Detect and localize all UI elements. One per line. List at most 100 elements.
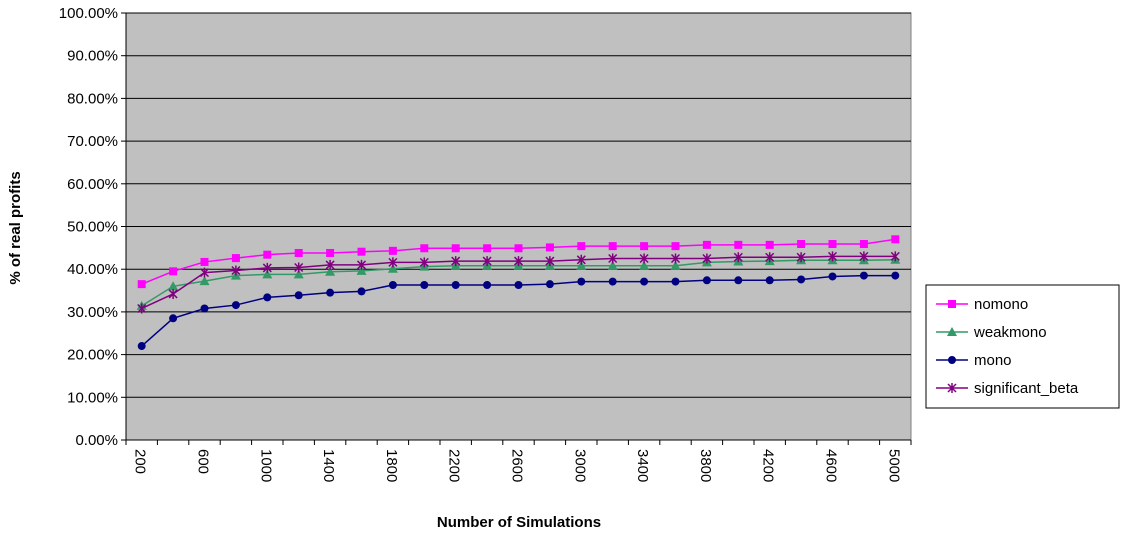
data-point-significant-beta [168,288,178,299]
legend-label-mono: mono [974,352,1012,369]
x-tick-label: 3000 [571,449,588,482]
data-point-nomono [734,240,743,249]
x-tick-label: 2200 [446,449,463,482]
data-point-mono [483,280,492,289]
data-point-nomono [514,244,523,253]
data-point-significant-beta [294,262,304,273]
data-point-mono [388,280,397,289]
data-point-significant-beta [419,257,429,268]
data-point-weakmono [387,263,398,273]
y-tick-label: 10.00% [67,389,118,406]
data-point-mono [702,276,711,285]
data-point-mono [231,301,240,310]
data-point-weakmono [576,260,587,270]
data-point-mono [828,272,837,281]
legend-label-significant-beta: significant_beta [974,380,1079,397]
data-point-nomono [702,240,711,249]
x-tick-label: 1400 [320,449,337,482]
data-point-mono [357,287,366,296]
y-tick-label: 60.00% [67,176,118,193]
data-point-nomono [859,240,868,249]
data-point-significant-beta [702,253,712,264]
data-point-nomono [357,247,366,256]
x-tick-label: 4200 [760,449,777,482]
x-tick-label: 2600 [509,449,526,482]
y-tick-label: 50.00% [67,219,118,236]
legend: nomono weakmono mono significant_beta [925,284,1120,409]
data-point-mono [671,277,680,286]
data-point-significant-beta [639,253,649,264]
x-axis-title: Number of Simulations [437,514,601,531]
x-tick-label: 1000 [257,449,274,482]
y-tick-label: 30.00% [67,304,118,321]
legend-marker-mono [948,356,956,364]
data-point-mono [263,293,272,302]
data-point-nomono [577,242,586,251]
data-point-significant-beta [545,256,555,267]
data-point-mono [891,271,900,280]
data-point-nomono [640,242,649,251]
legend-label-weakmono: weakmono [973,324,1047,341]
data-point-weakmono [262,269,273,279]
data-point-weakmono [607,260,618,270]
data-point-mono [137,342,146,351]
data-point-mono [514,280,523,289]
data-point-nomono [169,267,178,276]
y-tick-label: 40.00% [67,261,118,278]
x-tick-label: 5000 [885,449,902,482]
data-point-mono [765,276,774,285]
data-point-significant-beta [388,257,398,268]
data-point-mono [577,277,586,286]
data-point-mono [200,304,209,313]
data-point-weakmono [639,260,650,270]
data-point-significant-beta [670,253,681,264]
data-point-nomono [326,248,335,257]
data-point-nomono [388,246,397,255]
data-point-nomono [420,244,429,253]
data-point-weakmono [356,265,367,275]
data-point-mono [734,276,743,285]
data-point-significant-beta [137,303,147,314]
data-point-mono [326,288,335,297]
legend-marker-nomono [948,300,956,308]
x-tick-label: 1800 [383,449,400,482]
data-point-nomono [263,250,272,259]
data-point-mono [640,277,649,286]
data-point-significant-beta [608,253,618,264]
data-point-nomono [891,235,900,244]
data-point-nomono [828,240,837,249]
data-point-significant-beta [827,251,838,262]
data-point-mono [797,275,806,284]
data-point-nomono [200,257,209,266]
data-point-significant-beta [796,252,806,263]
data-point-mono [451,280,460,289]
x-tick-label: 200 [132,449,149,474]
legend-label-nomono: nomono [974,296,1028,313]
data-point-significant-beta [765,252,775,263]
data-point-nomono [608,242,617,251]
data-point-significant-beta [482,256,492,267]
data-point-significant-beta [890,251,900,262]
data-point-mono [420,280,429,289]
data-point-significant-beta [576,254,586,265]
data-point-significant-beta [513,256,524,267]
data-point-nomono [137,280,146,289]
data-point-significant-beta [325,259,335,270]
data-point-nomono [765,240,774,249]
data-point-nomono [451,244,460,253]
legend-marker-weakmono [947,327,957,336]
data-point-nomono [483,244,492,253]
y-tick-label: 80.00% [67,90,118,107]
data-point-nomono [231,254,240,263]
data-point-significant-beta [356,259,367,270]
y-tick-label: 20.00% [67,347,118,364]
y-tick-label: 90.00% [67,48,118,65]
data-point-weakmono [168,281,179,291]
data-point-mono [608,277,617,286]
x-tick-label: 600 [195,449,212,474]
data-point-significant-beta [859,251,869,262]
data-point-mono [859,271,868,280]
x-tick-label: 4600 [823,449,840,482]
y-tick-label: 100.00% [59,5,118,22]
